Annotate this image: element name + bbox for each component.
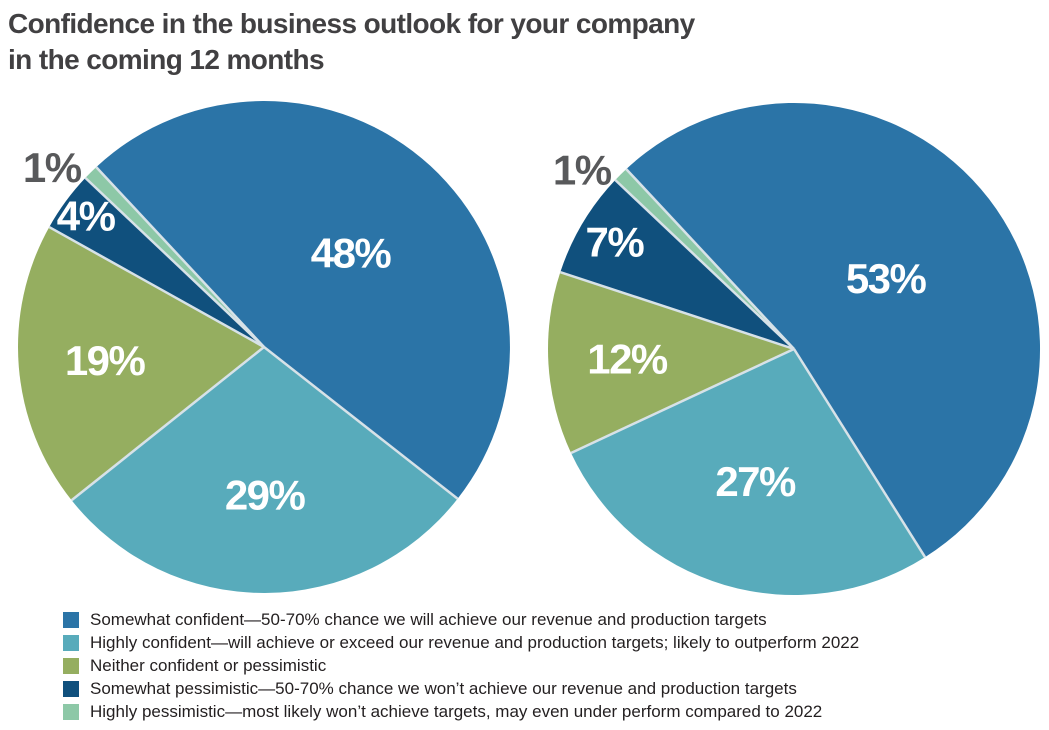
pie-slice-highly-pessimistic xyxy=(615,169,794,349)
pie-slice-neither-confident-or-pessimistic xyxy=(548,272,794,453)
legend-swatch-neither-confident-or-pessimistic xyxy=(63,657,79,674)
slice-separator-line xyxy=(570,347,795,455)
legend-swatch-highly-pessimistic xyxy=(63,703,79,720)
slice-separator-line xyxy=(48,225,265,349)
slice-percent-label-somewhat-confident: 53% xyxy=(846,255,927,302)
pie-slice-somewhat-confident xyxy=(626,102,1041,558)
legend-item: Somewhat confident—50-70% chance we will… xyxy=(63,608,859,631)
legend: Somewhat confident—50-70% chance we will… xyxy=(63,608,859,723)
slice-separator-line xyxy=(84,176,265,348)
legend-swatch-somewhat-pessimistic xyxy=(63,680,79,697)
slice-percent-label-highly-confident: 29% xyxy=(225,471,306,518)
chart-title-line2: in the coming 12 months xyxy=(8,44,325,75)
legend-item-label: Highly pessimistic—most likely won’t ach… xyxy=(90,701,823,721)
slice-percent-label-highly-pessimistic: 1% xyxy=(23,144,82,191)
legend-item-label: Somewhat pessimistic—50-70% chance we wo… xyxy=(90,678,797,698)
legend-item-label: Neither confident or pessimistic xyxy=(90,655,327,675)
legend-item: Somewhat pessimistic—50-70% chance we wo… xyxy=(63,677,859,700)
slice-separator-line xyxy=(625,168,795,350)
slice-separator-line xyxy=(263,346,459,500)
chart-title: Confidence in the business outlook for y… xyxy=(8,6,695,78)
slice-percent-label-highly-confident: 27% xyxy=(715,458,796,505)
legend-swatch-highly-confident xyxy=(63,634,79,651)
pie-slice-somewhat-pessimistic xyxy=(49,177,264,347)
legend-item-label: Highly confident—will achieve or exceed … xyxy=(90,632,860,652)
slice-separator-line xyxy=(70,346,265,502)
slice-separator-line xyxy=(614,179,795,350)
pie-slice-highly-confident xyxy=(71,347,458,593)
pie-slice-somewhat-confident xyxy=(96,101,510,499)
chart-title-line1: Confidence in the business outlook for y… xyxy=(8,8,695,39)
pie-slice-highly-pessimistic xyxy=(85,167,265,347)
slice-percent-label-neither-confident-or-pessimistic: 12% xyxy=(587,336,668,383)
pie-slice-neither-confident-or-pessimistic xyxy=(18,227,264,501)
legend-swatch-somewhat-confident xyxy=(63,611,79,628)
slice-percent-label-somewhat-pessimistic: 4% xyxy=(57,193,116,240)
slice-separator-line xyxy=(95,166,265,348)
legend-item: Highly confident—will achieve or exceed … xyxy=(63,631,859,654)
pie-slice-highly-confident xyxy=(571,349,926,595)
slice-separator-line xyxy=(559,270,795,351)
pie-chart-left: 48% 29% 19% 4% 1% xyxy=(18,101,510,593)
slice-percent-label-highly-pessimistic: 1% xyxy=(553,146,612,193)
slice-percent-label-somewhat-pessimistic: 7% xyxy=(586,219,645,266)
legend-item: Neither confident or pessimistic xyxy=(63,654,859,677)
pie-chart-right: 53% 27% 12% 7% 1% xyxy=(548,102,1041,595)
slice-separator-line xyxy=(792,348,927,558)
pie-slice-somewhat-pessimistic xyxy=(560,179,794,349)
slice-percent-label-neither-confident-or-pessimistic: 19% xyxy=(65,337,146,384)
legend-item-label: Somewhat confident—50-70% chance we will… xyxy=(90,609,767,629)
slice-percent-label-somewhat-confident: 48% xyxy=(311,230,392,277)
legend-item: Highly pessimistic—most likely won’t ach… xyxy=(63,700,859,723)
